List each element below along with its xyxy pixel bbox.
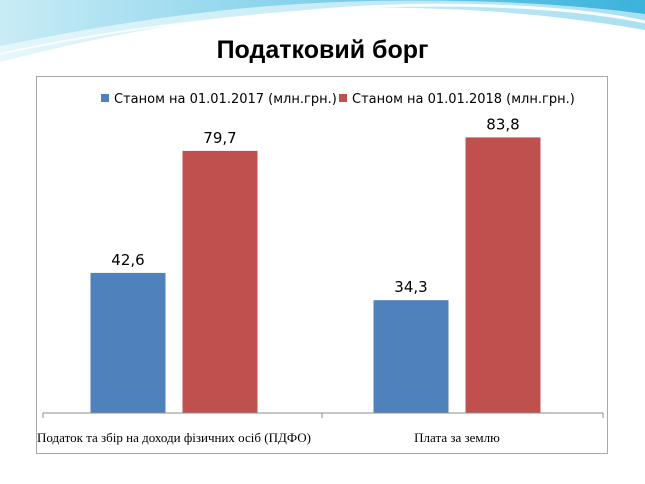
legend-label-2: Станом на 01.01.2018 (млн.грн.) (352, 92, 575, 107)
bar-chart: Станом на 01.01.2017 (млн.грн.) Станом на… (37, 92, 604, 445)
decorative-header-swoosh (0, 0, 645, 62)
data-label-series2-cat1: 79,7 (203, 129, 236, 147)
bar-series1-cat2 (373, 300, 449, 413)
data-label-series1-cat2: 34,3 (394, 278, 427, 296)
legend-swatch-1 (101, 94, 109, 102)
category-label-1: Податок та збір на доходи фізичних осіб … (37, 430, 311, 445)
legend-swatch-2 (339, 94, 347, 102)
category-label-2: Плата за землю (414, 430, 500, 445)
data-label-series2-cat2: 83,8 (486, 115, 519, 133)
chart-frame: Станом на 01.01.2017 (млн.грн.) Станом на… (36, 76, 608, 454)
bar-series1-cat1 (90, 272, 166, 413)
bar-series2-cat1 (182, 150, 258, 413)
data-label-series1-cat1: 42,6 (111, 251, 144, 269)
bar-series2-cat2 (465, 137, 541, 413)
legend-label-1: Станом на 01.01.2017 (млн.грн.) (114, 92, 337, 107)
page-title: Податковий борг (216, 36, 429, 64)
